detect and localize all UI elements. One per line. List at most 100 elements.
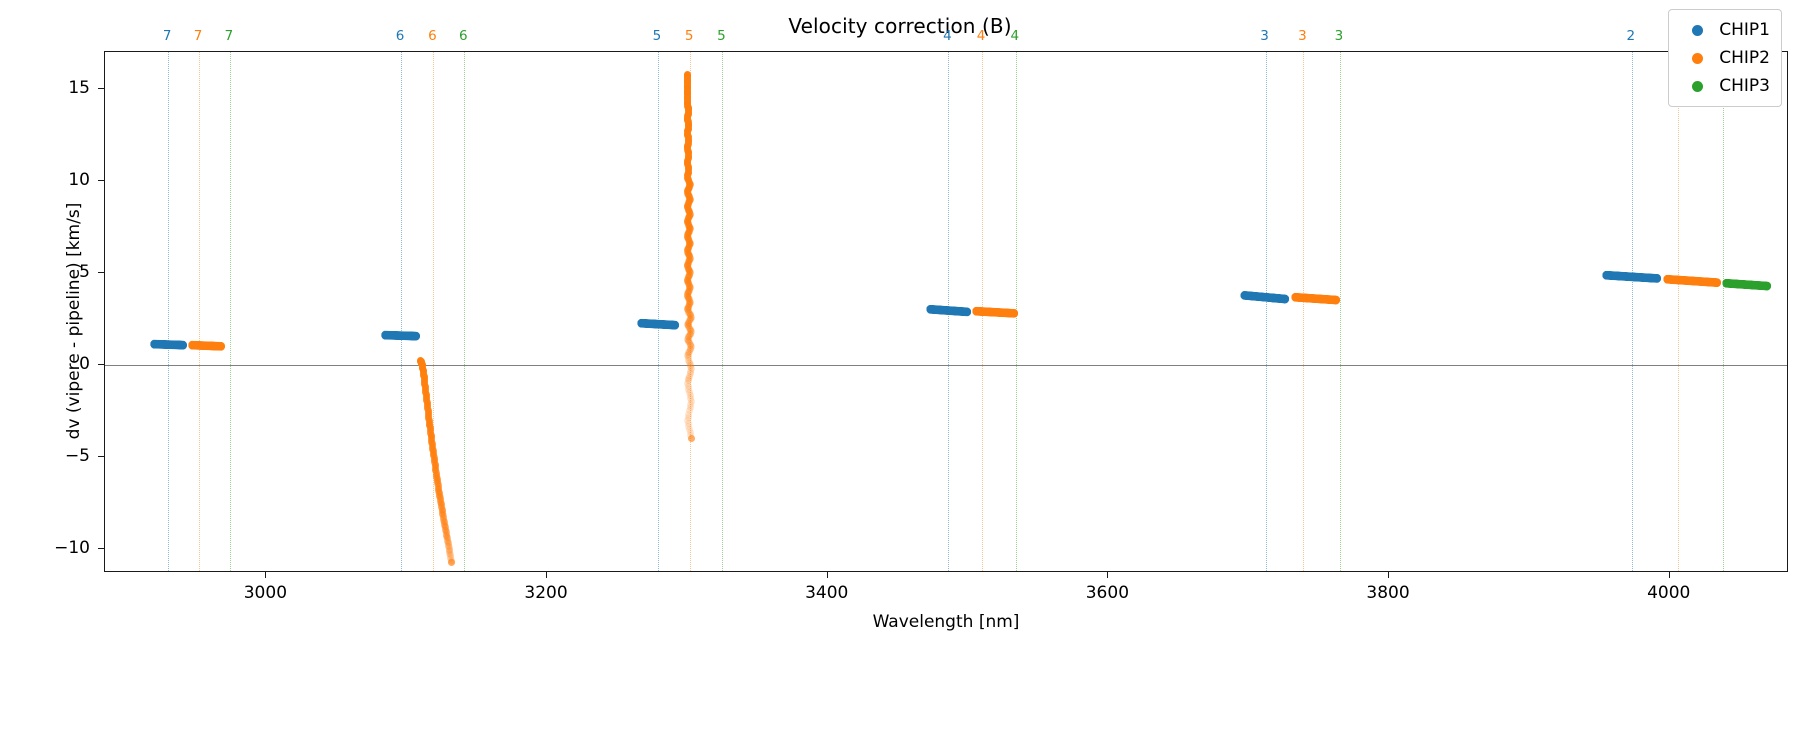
order-boundary-line: [1723, 52, 1725, 571]
legend-item-chip2[interactable]: CHIP2: [1678, 44, 1770, 72]
scatter-point: [687, 344, 695, 352]
scatter-point: [685, 271, 693, 279]
x-tick-label: 3200: [524, 583, 568, 603]
scatter-point: [686, 340, 694, 348]
scatter-point: [442, 528, 450, 536]
data-segment: [636, 318, 680, 330]
scatter-point: [684, 279, 692, 287]
x-tick-label: 3400: [805, 583, 849, 603]
scatter-point: [447, 556, 455, 564]
scatter-point: [687, 314, 695, 322]
scatter-point: [685, 295, 693, 303]
scatter-point: [685, 323, 693, 331]
scatter-point: [441, 521, 449, 529]
x-axis-label: Wavelength [nm]: [872, 612, 1020, 632]
order-boundary-line: [982, 52, 984, 571]
scatter-point: [446, 552, 454, 560]
scatter-point: [685, 302, 693, 310]
scatter-point: [683, 291, 691, 299]
scatter-point: [442, 526, 450, 534]
scatter-point: [688, 365, 696, 373]
scatter-point: [684, 274, 692, 282]
scatter-point: [686, 330, 694, 338]
scatter-point: [436, 491, 444, 499]
order-boundary-line: [1303, 52, 1305, 571]
legend-label: CHIP1: [1719, 20, 1770, 40]
legend-item-chip3[interactable]: CHIP3: [1678, 72, 1770, 100]
y-tick-label: 0: [79, 353, 90, 374]
scatter-point: [440, 515, 448, 523]
x-tick-mark: [1388, 572, 1390, 578]
scatter-point: [685, 281, 693, 289]
scatter-point: [437, 500, 445, 507]
y-tick-label: 15: [68, 77, 90, 98]
legend-marker-icon: [1692, 80, 1704, 92]
scatter-point: [684, 334, 692, 342]
legend-item-chip1[interactable]: CHIP1: [1678, 16, 1770, 44]
scatter-point: [438, 502, 446, 510]
order-number-label: 6: [458, 28, 468, 44]
y-tick-mark: [98, 548, 104, 550]
legend-marker-icon: [1692, 24, 1704, 36]
order-boundary-line: [229, 52, 231, 571]
scatter-point: [687, 341, 695, 349]
scatter-point: [447, 557, 455, 565]
scatter-point: [684, 260, 692, 268]
legend-label: CHIP2: [1719, 48, 1770, 68]
scatter-point: [684, 259, 692, 267]
scatter-point: [685, 273, 693, 281]
scatter-point: [688, 435, 696, 443]
data-segment: [1602, 270, 1662, 284]
scatter-point: [685, 257, 693, 265]
scatter-point: [687, 432, 695, 440]
scatter-point: [686, 255, 694, 263]
scatter-point: [683, 320, 691, 328]
scatter-point: [440, 516, 448, 524]
scatter-point: [684, 322, 692, 330]
scatter-point: [684, 307, 692, 315]
scatter-point: [443, 535, 451, 543]
data-segment: [1240, 290, 1291, 304]
order-number-label: 5: [684, 28, 694, 44]
scatter-point: [686, 392, 694, 400]
scatter-point: [445, 541, 453, 549]
scatter-point: [439, 511, 447, 519]
scatter-point: [686, 270, 694, 278]
scatter-point: [439, 513, 447, 521]
scatter-point: [685, 422, 693, 430]
y-tick-label: −10: [54, 538, 90, 559]
scatter-point: [439, 508, 446, 516]
scatter-point: [448, 559, 456, 567]
x-tick-label: 3600: [1085, 583, 1130, 603]
scatter-point: [685, 338, 693, 346]
scatter-point: [684, 275, 692, 283]
scatter-point: [684, 263, 692, 271]
x-tick-mark: [826, 572, 828, 578]
scatter-point: [688, 435, 696, 443]
scatter-point: [684, 292, 692, 300]
y-tick-mark: [98, 87, 104, 89]
scatter-point: [448, 559, 456, 567]
scatter-point: [685, 317, 693, 325]
scatter-point: [445, 545, 453, 553]
page-title: Velocity correction (B): [788, 14, 1012, 38]
scatter-point: [442, 529, 450, 537]
scatter-point: [685, 266, 693, 274]
scatter-point: [685, 287, 693, 295]
scatter-point: [685, 410, 693, 418]
scatter-point: [435, 486, 443, 494]
scatter-point: [684, 290, 692, 298]
scatter-point: [445, 544, 453, 552]
scatter-point: [685, 286, 693, 294]
scatter-point: [437, 498, 445, 506]
scatter-point: [688, 435, 696, 443]
scatter-point: [688, 435, 696, 443]
x-tick-mark: [265, 572, 267, 578]
scatter-point: [686, 297, 694, 305]
scatter-point: [446, 546, 454, 554]
scatter-point: [684, 377, 692, 385]
order-number-label: 7: [193, 28, 203, 44]
data-segment: [149, 339, 187, 351]
order-boundary-line: [401, 52, 403, 571]
